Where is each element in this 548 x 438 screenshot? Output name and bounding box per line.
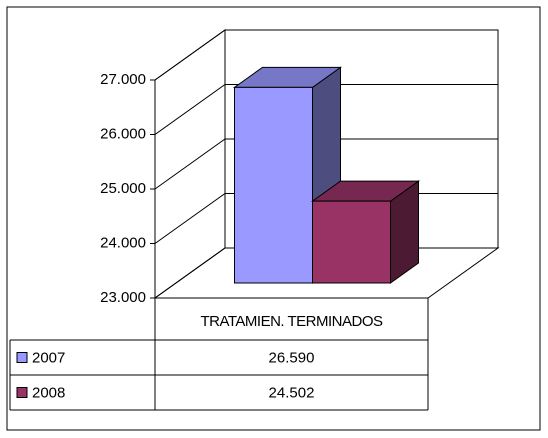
grid-line <box>154 29 498 81</box>
y-tick-label: 24.000 <box>100 234 146 251</box>
bar <box>312 200 391 284</box>
legend-swatch <box>16 387 28 398</box>
legend-label: 2007 <box>32 349 65 366</box>
y-tick-label: 23.000 <box>100 289 146 306</box>
bar <box>234 86 313 284</box>
grid-line <box>154 84 498 135</box>
value-label: 24.502 <box>269 384 315 401</box>
x-tick-label: TRATAMIEN. TERMINADOS <box>200 313 383 330</box>
legend-swatch <box>16 352 28 363</box>
y-tick-label: 25.000 <box>100 180 146 197</box>
value-label: 26.590 <box>269 349 315 366</box>
legend-label: 2008 <box>32 384 65 401</box>
y-tick-label: 26.000 <box>100 125 146 142</box>
grid-line <box>154 138 498 190</box>
y-tick-label: 27.000 <box>100 71 146 88</box>
